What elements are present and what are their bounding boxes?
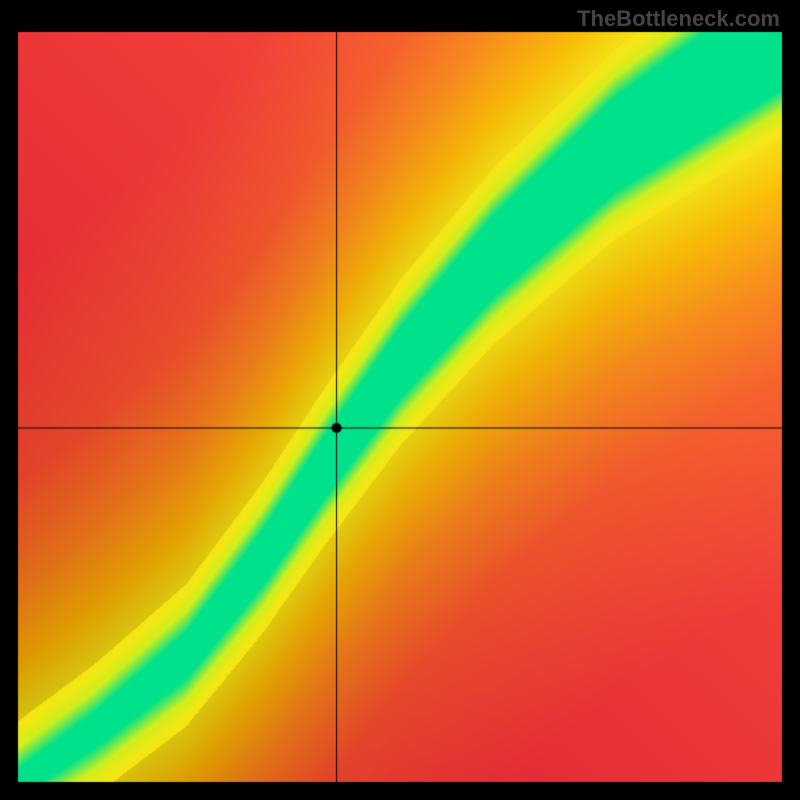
watermark: TheBottleneck.com <box>577 6 780 32</box>
heatmap-chart <box>0 0 800 800</box>
chart-container: TheBottleneck.com <box>0 0 800 800</box>
